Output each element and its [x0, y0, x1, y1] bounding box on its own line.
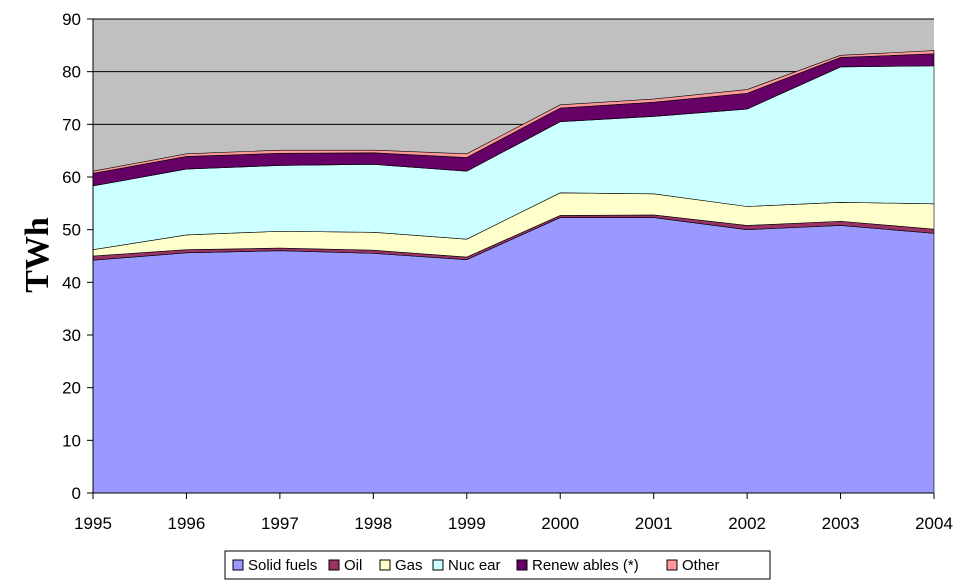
- y-tick-label: 60: [62, 168, 81, 187]
- legend-swatch: [328, 559, 340, 571]
- x-tick-label: 2002: [728, 514, 766, 533]
- y-tick-label: 10: [62, 431, 81, 450]
- x-tick-label: 1999: [448, 514, 486, 533]
- x-tick-label: 2000: [541, 514, 579, 533]
- y-tick-label: 40: [62, 273, 81, 292]
- area-series-0: [92, 217, 935, 494]
- area-series-5: [92, 50, 935, 174]
- legend-label: Solid fuels: [248, 557, 317, 574]
- legend-label: Gas: [395, 557, 423, 574]
- y-tick-label: 30: [62, 326, 81, 345]
- legend-swatch: [666, 559, 678, 571]
- y-tick-label: 90: [62, 10, 81, 29]
- legend-label: Renew ables (*): [532, 557, 639, 574]
- x-tick-label: 1995: [74, 514, 112, 533]
- x-tick-label: 1998: [354, 514, 392, 533]
- legend-swatch: [232, 559, 244, 571]
- legend-label: Oil: [344, 557, 362, 574]
- y-tick-label: 0: [72, 484, 81, 503]
- x-tick-label: 1997: [261, 514, 299, 533]
- area-series-layer: [92, 50, 935, 494]
- legend: Solid fuels Oil Gas Nuc ear Renew ables (*) O…: [224, 550, 771, 580]
- y-axis-label: TWh: [19, 217, 56, 293]
- axes: 0 10 20 30 40 50 60 70 80 90 1995 1996 1997 1998 1999 2…: [62, 10, 953, 533]
- x-tick-label: 1996: [168, 514, 206, 533]
- legend-swatch: [379, 559, 391, 571]
- y-tick-label: 70: [62, 115, 81, 134]
- x-tick-label: 2003: [822, 514, 860, 533]
- x-tick-label: 2004: [915, 514, 953, 533]
- legend-swatch: [516, 559, 528, 571]
- x-tick-label: 2001: [635, 514, 673, 533]
- y-tick-label: 50: [62, 221, 81, 240]
- legend-swatch: [432, 559, 444, 571]
- legend-box: [224, 550, 771, 580]
- legend-label: Nuc ear: [448, 557, 501, 574]
- y-tick-label: 20: [62, 379, 81, 398]
- y-tick-label: 80: [62, 63, 81, 82]
- legend-label: Other: [682, 557, 720, 574]
